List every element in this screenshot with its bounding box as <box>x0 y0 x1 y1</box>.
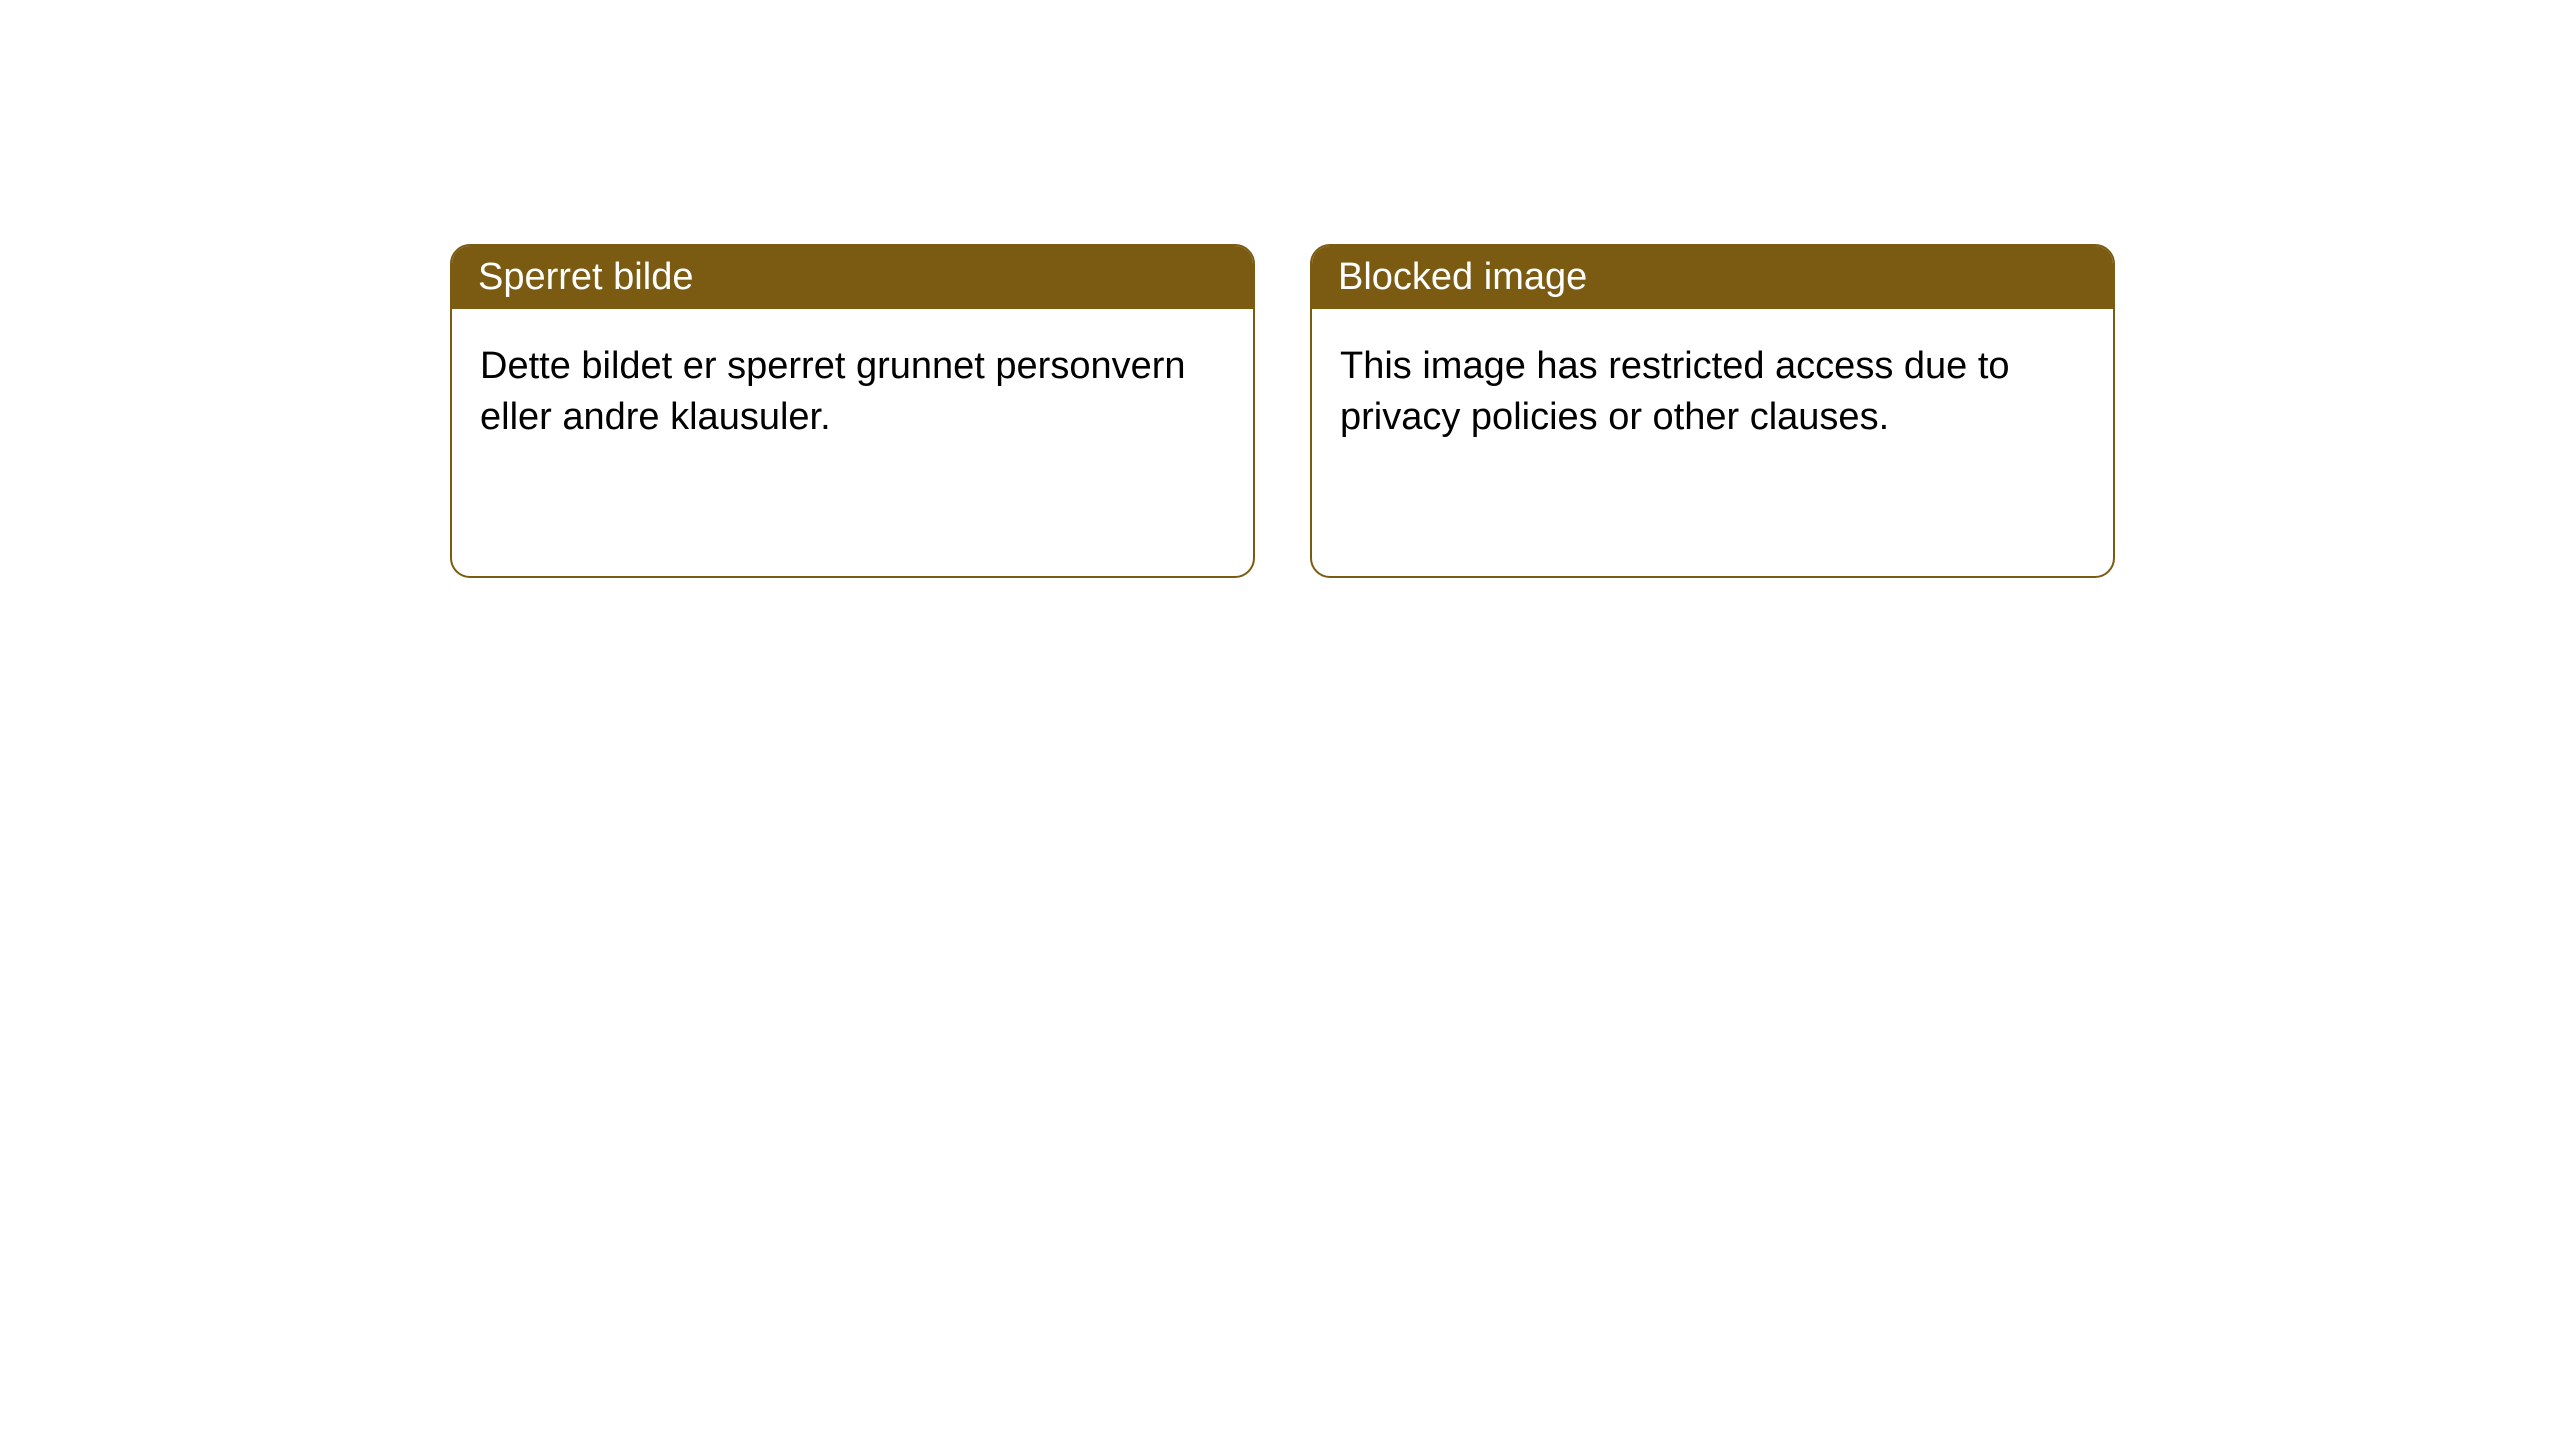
notice-body: Dette bildet er sperret grunnet personve… <box>452 309 1253 476</box>
notice-card-english: Blocked image This image has restricted … <box>1310 244 2115 578</box>
notice-container: Sperret bilde Dette bildet er sperret gr… <box>0 0 2560 578</box>
notice-card-norwegian: Sperret bilde Dette bildet er sperret gr… <box>450 244 1255 578</box>
notice-header: Sperret bilde <box>452 246 1253 309</box>
notice-header: Blocked image <box>1312 246 2113 309</box>
notice-body: This image has restricted access due to … <box>1312 309 2113 476</box>
